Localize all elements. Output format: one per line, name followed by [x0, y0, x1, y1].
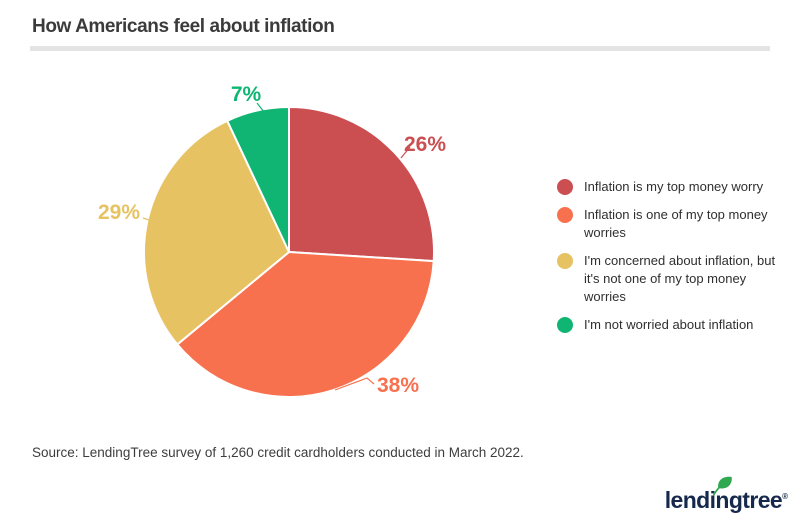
legend-swatch — [557, 253, 573, 269]
source-note: Source: LendingTree survey of 1,260 cred… — [32, 445, 524, 460]
logo-wordmark: lendingtree — [664, 487, 783, 513]
slice-value-label: 26% — [404, 133, 446, 156]
chart-legend: Inflation is my top money worry Inflation… — [557, 178, 795, 344]
slice-value-label: 7% — [231, 83, 262, 106]
label-leader-line — [400, 146, 411, 159]
label-leader-line — [334, 377, 375, 391]
legend-label: Inflation is one of my top money worries — [584, 207, 768, 240]
slice-value-label: 29% — [98, 201, 140, 224]
legend-item: Inflation is my top money worry — [557, 178, 795, 196]
lendingtree-logo: lendingtree® — [664, 476, 788, 517]
label-leader-line — [142, 217, 153, 222]
legend-label: I'm concerned about inflation, but it's … — [584, 253, 776, 304]
legend-item: I'm not worried about inflation — [557, 316, 795, 334]
pie-slice-7pct — [225, 105, 290, 253]
legend-item: I'm concerned about inflation, but it's … — [557, 252, 795, 306]
legend-item: Inflation is one of my top money worries — [557, 206, 795, 242]
pie-slice-26pct — [288, 105, 435, 263]
legend-label: I'm not worried about inflation — [584, 317, 754, 332]
slice-value-label: 38% — [377, 374, 419, 397]
title-divider — [30, 46, 770, 51]
pie-slice-38pct — [175, 250, 435, 398]
page-title: How Americans feel about inflation — [32, 16, 335, 37]
legend-swatch — [557, 317, 573, 333]
leaf-icon — [712, 476, 732, 496]
registered-mark: ® — [782, 492, 788, 501]
label-leader-line — [256, 102, 265, 113]
legend-label: Inflation is my top money worry — [584, 179, 764, 194]
legend-swatch — [557, 207, 573, 223]
legend-swatch — [557, 179, 573, 195]
